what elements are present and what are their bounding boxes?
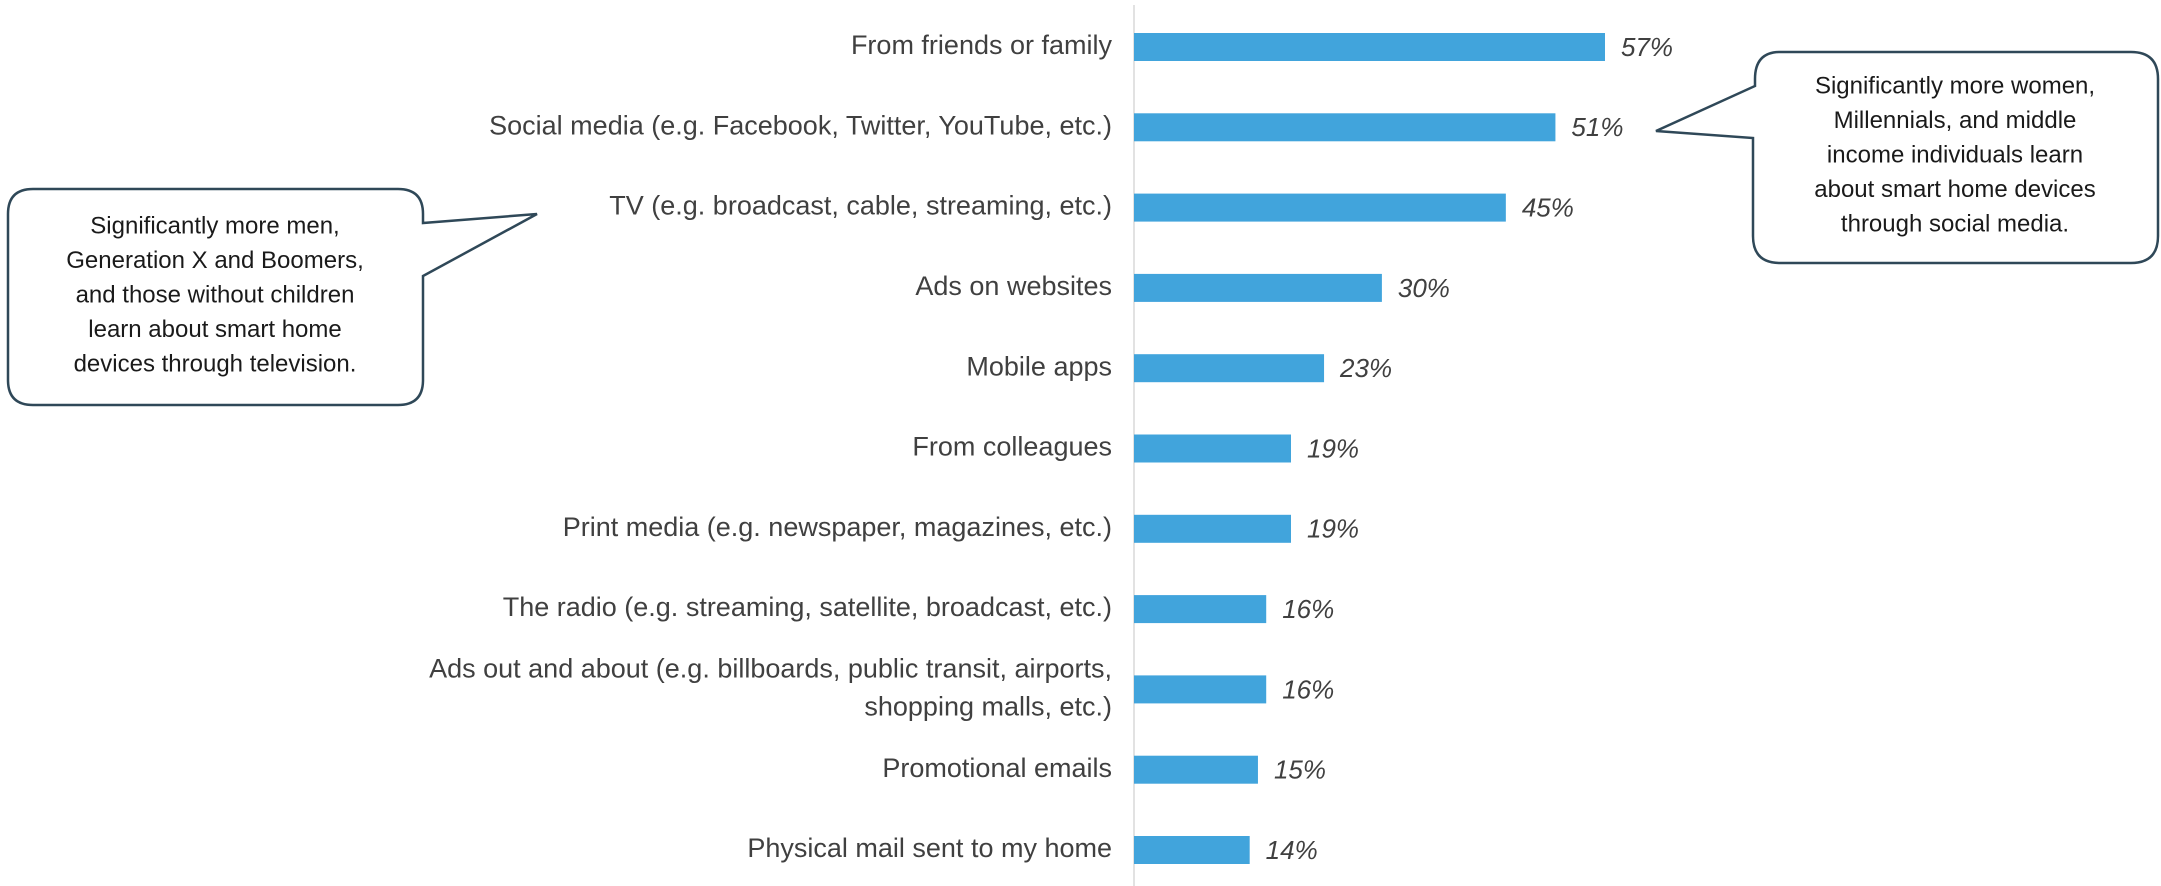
category-label: Print media (e.g. newspaper, magazines, … bbox=[563, 512, 1112, 542]
annotation-line: Millennials, and middle bbox=[1834, 107, 2077, 134]
value-label: 16% bbox=[1282, 594, 1334, 624]
bar bbox=[1134, 113, 1556, 142]
value-label: 57% bbox=[1621, 32, 1673, 62]
bar bbox=[1134, 193, 1506, 222]
category-label: Ads on websites bbox=[915, 271, 1112, 301]
category-label: Social media (e.g. Facebook, Twitter, Yo… bbox=[489, 110, 1112, 140]
category-label: The radio (e.g. streaming, satellite, br… bbox=[503, 592, 1112, 622]
annotation-line: Significantly more women, bbox=[1815, 72, 2095, 99]
value-label: 30% bbox=[1398, 273, 1450, 303]
category-label: Promotional emails bbox=[882, 753, 1112, 783]
annotation-line: Significantly more men, bbox=[90, 212, 339, 239]
annotation-line: devices through television. bbox=[74, 350, 357, 377]
annotation-line: about smart home devices bbox=[1814, 176, 2095, 203]
value-label: 19% bbox=[1307, 433, 1359, 463]
bar bbox=[1134, 755, 1258, 784]
bar bbox=[1134, 514, 1291, 543]
bar bbox=[1134, 33, 1605, 61]
value-label: 51% bbox=[1571, 112, 1623, 142]
bar bbox=[1134, 354, 1325, 383]
category-label: Ads out and about (e.g. billboards, publ… bbox=[429, 654, 1112, 722]
bar bbox=[1134, 675, 1267, 704]
value-label: 45% bbox=[1522, 192, 1574, 222]
category-label: TV (e.g. broadcast, cable, streaming, et… bbox=[609, 191, 1112, 221]
annotation-line: income individuals learn bbox=[1827, 141, 2083, 168]
annotation-line: Generation X and Boomers, bbox=[66, 247, 364, 274]
callout-right bbox=[1655, 50, 2160, 265]
category-label: Mobile apps bbox=[966, 351, 1112, 381]
value-label: 16% bbox=[1282, 674, 1334, 704]
callout-left bbox=[6, 187, 538, 407]
value-label: 14% bbox=[1266, 835, 1318, 865]
category-label: From friends or family bbox=[851, 30, 1113, 60]
annotation-line: through social media. bbox=[1841, 210, 2069, 237]
bar bbox=[1134, 434, 1291, 463]
bar bbox=[1134, 836, 1250, 864]
value-label: 23% bbox=[1339, 353, 1392, 383]
annotation-line: learn about smart home bbox=[88, 316, 341, 343]
category-label: Physical mail sent to my home bbox=[747, 833, 1112, 863]
value-label: 19% bbox=[1307, 514, 1359, 544]
category-label: From colleagues bbox=[912, 432, 1112, 462]
bar bbox=[1134, 595, 1267, 624]
annotation-line: and those without children bbox=[76, 281, 355, 308]
value-label: 15% bbox=[1274, 755, 1326, 785]
bar bbox=[1134, 273, 1382, 302]
